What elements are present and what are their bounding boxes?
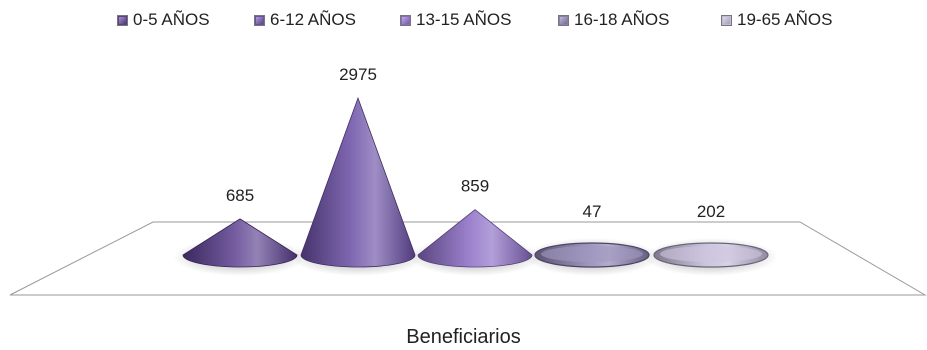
legend-swatch-icon [400,14,411,26]
legend-label: 19-65 AÑOS [737,10,833,29]
legend-label: 13-15 AÑOS [416,10,512,29]
x-axis-label: Beneficiarios [406,326,521,348]
data-labels-layer: 685 2975 859 47 202 [226,65,725,221]
data-label: 2975 [339,65,377,84]
legend-swatch-icon [721,14,732,26]
data-label: 47 [583,202,602,221]
legend-label: 0-5 AÑOS [133,10,210,29]
legend-item-19-65: 19-65 AÑOS [721,8,832,32]
legend-item-6-12: 6-12 AÑOS [254,8,356,32]
cone-top-highlight [541,246,643,262]
data-label: 685 [226,186,254,205]
legend-swatch-icon [558,14,569,26]
legend-swatch-icon [117,14,128,26]
legend-label: 6-12 AÑOS [270,10,356,29]
cones-layer [173,96,778,276]
chart-legend: 0-5 AÑOS 6-12 AÑOS 13-15 AÑOS 16-18 AÑOS… [0,8,927,32]
cone-top-highlight [660,246,762,262]
legend-item-16-18: 16-18 AÑOS [558,8,669,32]
legend-item-13-15: 13-15 AÑOS [400,8,511,32]
legend-label: 16-18 AÑOS [574,10,670,29]
legend-swatch-icon [254,14,265,26]
data-label: 202 [697,202,725,221]
cone-mark [300,96,416,268]
data-label: 859 [461,177,489,196]
legend-item-0-5: 0-5 AÑOS [117,8,210,32]
